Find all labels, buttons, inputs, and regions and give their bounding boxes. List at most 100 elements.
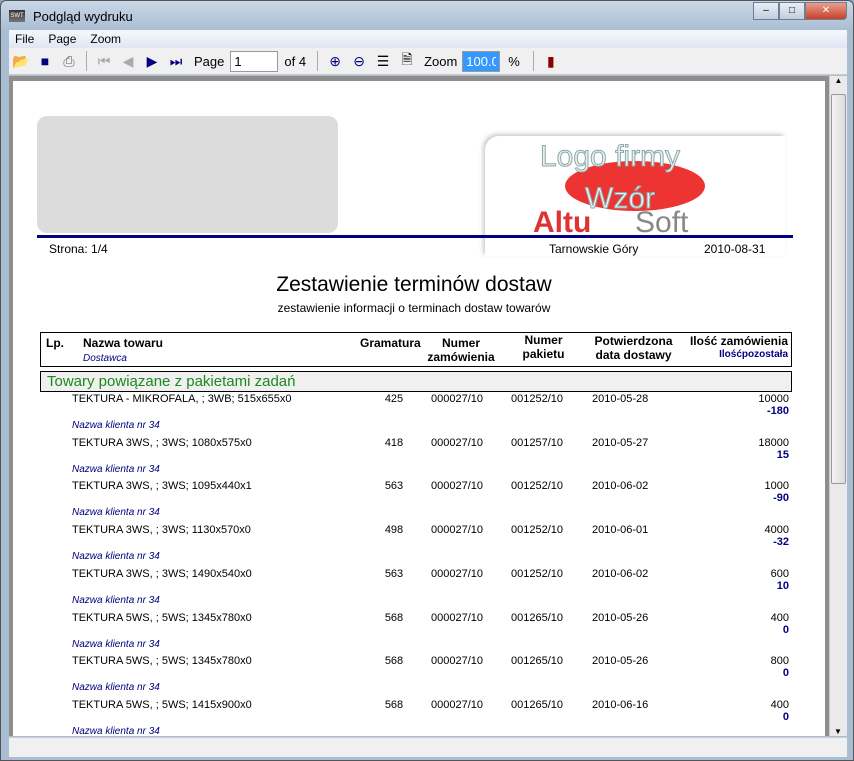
order-number: 000027/10 <box>431 655 483 668</box>
city: Tarnowskie Góry <box>549 242 639 256</box>
page-label: Page <box>194 53 225 69</box>
package-number: 001265/10 <box>511 655 563 668</box>
app-icon: SWT <box>9 10 25 22</box>
page-width-icon[interactable]: ☰ <box>376 52 390 69</box>
item-name: TEKTURA - MIKROFALA, ; 3WB; 515x655x0 <box>72 393 292 405</box>
remaining-quantity: 0 <box>782 667 789 680</box>
preview-area: Logo firmy Wzór Altu Soft Strona: 1/4 Ta… <box>9 76 847 736</box>
title-bar: SWT Podgląd wydruku <box>9 6 133 26</box>
remaining-quantity: 0 <box>782 710 789 723</box>
zoom-label: Zoom <box>424 53 458 69</box>
item-name: TEKTURA 5WS, ; 5WS; 1345x780x0 <box>72 655 252 668</box>
group-header: Towary powiązane z pakietami zadań <box>40 371 792 392</box>
first-page-icon[interactable]: ⏮ <box>97 52 111 69</box>
order-number: 000027/10 <box>431 698 483 711</box>
package-number: 001265/10 <box>511 611 563 624</box>
client-name: Nazwa klienta nr 34 <box>72 725 160 736</box>
gramature: 418 <box>384 436 404 449</box>
zoom-out-icon[interactable]: ⊖ <box>353 52 365 69</box>
zoom-input[interactable] <box>462 50 501 72</box>
page-count: of 4 <box>284 53 307 69</box>
report-page: Logo firmy Wzór Altu Soft Strona: 1/4 Ta… <box>13 81 825 736</box>
delivery-date: 2010-05-27 <box>592 436 649 449</box>
order-number: 000027/10 <box>431 611 483 624</box>
exit-door-icon[interactable]: ▮ <box>547 52 555 69</box>
menu-file[interactable]: File <box>15 32 35 46</box>
toolbar: 📂 ■ ⎙ ⏮ ◀ ▶ ⏭ Page of 4 ⊕ ⊖ ☰ 🗎 Zoom % ▮ <box>9 48 847 75</box>
delivery-date: 2010-05-28 <box>592 393 649 405</box>
scroll-up-icon[interactable]: ▲ <box>834 76 843 85</box>
package-number: 001252/10 <box>511 480 563 493</box>
minimize-button[interactable]: – <box>753 2 779 20</box>
remaining-quantity: 10 <box>776 579 789 592</box>
delivery-date: 2010-06-02 <box>592 480 649 493</box>
company-logo: Logo firmy Wzór Altu Soft <box>485 136 785 256</box>
order-quantity: 400 <box>770 611 789 624</box>
client-name: Nazwa klienta nr 34 <box>72 638 160 650</box>
next-page-icon[interactable]: ▶ <box>146 52 158 69</box>
close-button[interactable]: ✕ <box>805 2 847 20</box>
window-title: Podgląd wydruku <box>33 8 133 24</box>
menu-bar: File Page Zoom <box>9 30 847 48</box>
client-name: Nazwa klienta nr 34 <box>72 463 160 475</box>
remaining-quantity: -32 <box>773 536 789 549</box>
page-info: Strona: 1/4 <box>49 242 108 256</box>
gramature: 498 <box>384 524 404 537</box>
package-number: 001252/10 <box>511 393 563 405</box>
remaining-quantity: 0 <box>782 623 789 636</box>
status-bar <box>9 737 847 757</box>
client-name: Nazwa klienta nr 34 <box>72 507 160 519</box>
report-subtitle: zestawienie informacji o terminach dosta… <box>277 301 551 315</box>
delivery-date: 2010-05-26 <box>592 611 649 624</box>
order-number: 000027/10 <box>431 480 483 493</box>
client-name: Nazwa klienta nr 34 <box>72 420 160 431</box>
item-name: TEKTURA 5WS, ; 5WS; 1345x780x0 <box>72 611 252 624</box>
delivery-date: 2010-06-16 <box>592 698 649 711</box>
scroll-thumb[interactable] <box>831 94 846 484</box>
order-quantity: 1000 <box>764 480 789 493</box>
delivery-date: 2010-06-02 <box>592 567 649 580</box>
prev-page-icon[interactable]: ◀ <box>122 52 134 69</box>
package-number: 001252/10 <box>511 567 563 580</box>
report-title: Zestawienie terminów dostaw <box>276 273 552 296</box>
package-number: 001265/10 <box>511 698 563 711</box>
gramature: 563 <box>384 480 404 493</box>
save-icon[interactable]: ■ <box>40 53 50 69</box>
delivery-date: 2010-06-01 <box>592 524 649 537</box>
package-number: 001252/10 <box>511 524 563 537</box>
zoom-in-icon[interactable]: ⊕ <box>329 52 341 69</box>
maximize-button[interactable]: □ <box>779 2 805 20</box>
order-number: 000027/10 <box>431 436 483 449</box>
report-date: 2010-08-31 <box>704 242 766 256</box>
address-box <box>37 116 338 233</box>
whole-page-icon[interactable]: 🗎 <box>401 51 413 67</box>
menu-zoom[interactable]: Zoom <box>90 32 122 46</box>
print-icon[interactable]: ⎙ <box>63 52 75 69</box>
last-page-icon[interactable]: ⏭ <box>169 52 183 69</box>
order-quantity: 600 <box>770 567 789 580</box>
client-name: Nazwa klienta nr 34 <box>72 551 160 563</box>
open-icon[interactable]: 📂 <box>12 52 30 69</box>
order-number: 000027/10 <box>431 393 483 405</box>
page-input[interactable] <box>230 50 279 72</box>
remaining-quantity: 15 <box>776 448 789 461</box>
remaining-quantity: -180 <box>766 405 789 417</box>
table-header: Lp. Nazwa towaru Dostawca Gramatura Nume… <box>40 332 792 367</box>
menu-page[interactable]: Page <box>48 32 77 46</box>
item-name: TEKTURA 3WS, ; 3WS; 1095x440x1 <box>72 480 252 493</box>
order-quantity: 18000 <box>758 436 789 449</box>
order-quantity: 800 <box>770 655 789 668</box>
remaining-quantity: -90 <box>773 492 789 505</box>
client-name: Nazwa klienta nr 34 <box>72 594 160 606</box>
item-name: TEKTURA 3WS, ; 3WS; 1080x575x0 <box>72 436 252 449</box>
scroll-down-icon[interactable]: ▼ <box>834 727 842 736</box>
item-name: TEKTURA 5WS, ; 5WS; 1415x900x0 <box>72 698 252 711</box>
vertical-scrollbar[interactable]: ▲ ▼ <box>829 76 847 736</box>
item-name: TEKTURA 3WS, ; 3WS; 1130x570x0 <box>72 524 251 537</box>
percent-label: % <box>508 53 520 69</box>
order-number: 000027/10 <box>431 524 483 537</box>
delivery-date: 2010-05-26 <box>592 655 649 668</box>
gramature: 568 <box>384 698 404 711</box>
order-quantity: 4000 <box>764 524 789 537</box>
